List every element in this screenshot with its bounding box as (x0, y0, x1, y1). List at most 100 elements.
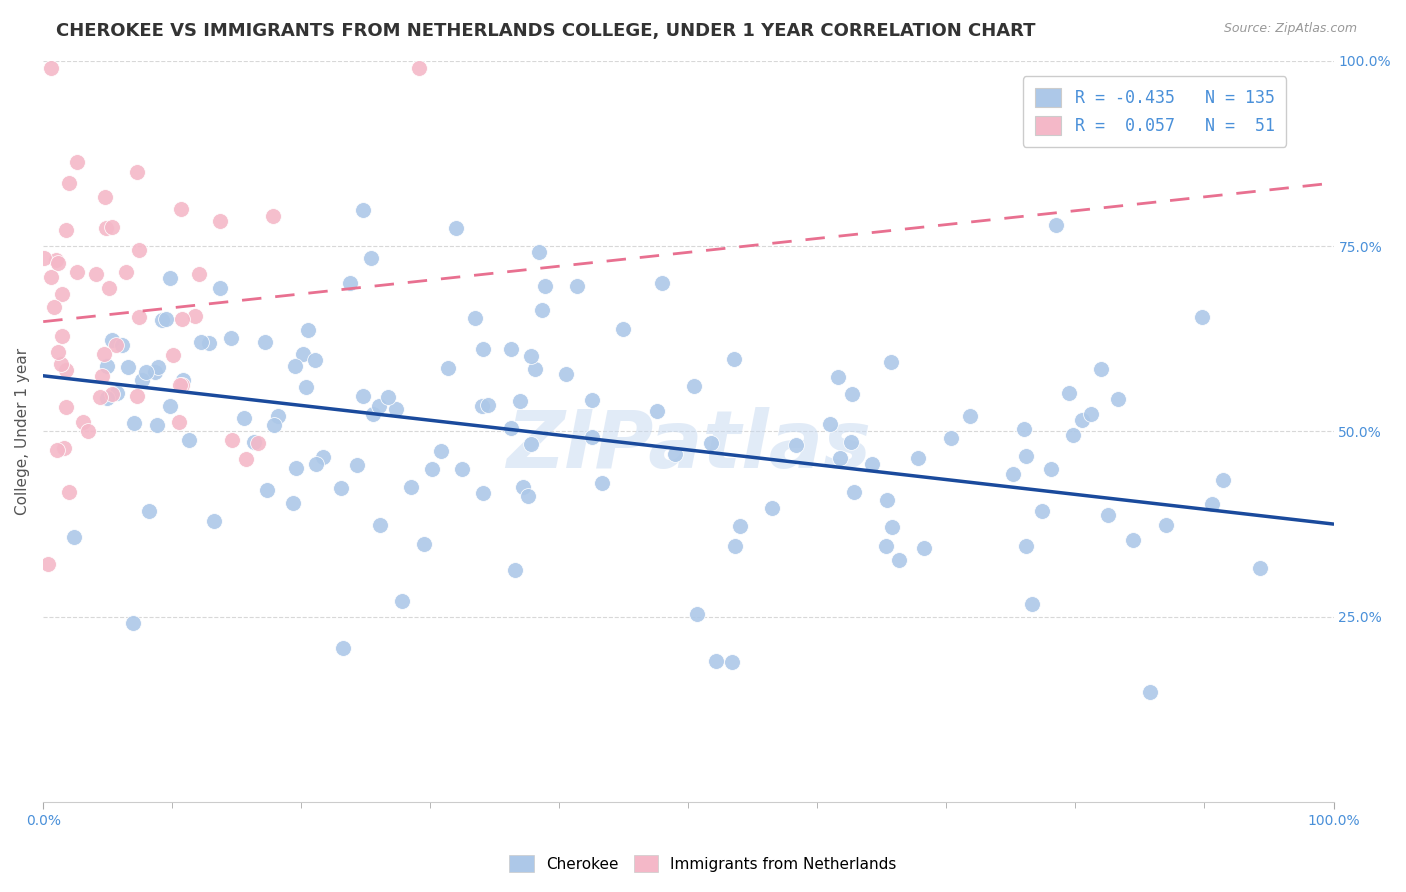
Point (281, 496, 304, 510)
Point (146, 359, 169, 374)
Point (94, 189, 117, 203)
Point (187, 267, 209, 281)
Point (127, 389, 149, 403)
Point (169, 377, 191, 392)
Point (37, 557, 59, 571)
Point (612, 322, 634, 336)
Point (527, 244, 550, 259)
Point (55, 401, 77, 415)
Point (263, 417, 285, 432)
Point (1212, 473, 1234, 487)
Point (179, 433, 201, 447)
Point (880, 355, 903, 369)
Point (128, 243, 150, 257)
Point (581, 430, 603, 444)
Point (135, 365, 157, 379)
Point (96, 221, 118, 235)
Point (101, 334, 124, 348)
Point (724, 539, 747, 553)
Point (198, 336, 221, 351)
Point (101, 219, 124, 234)
Point (844, 484, 866, 499)
Point (408, 61, 430, 75)
Point (155, 311, 177, 326)
Point (131, 373, 153, 387)
Point (472, 486, 495, 500)
Point (912, 541, 935, 556)
Point (368, 517, 391, 532)
Point (520, 437, 543, 451)
Point (159, 270, 181, 285)
Legend: Cherokee, Immigrants from Netherlands: Cherokee, Immigrants from Netherlands (502, 847, 904, 880)
Point (122, 616, 145, 631)
Point (51, 329, 73, 343)
Point (516, 489, 538, 503)
Point (907, 450, 929, 465)
Point (830, 450, 852, 465)
Point (721, 656, 744, 670)
Point (58, 176, 80, 190)
Point (664, 447, 686, 461)
Point (170, 202, 193, 217)
Point (58, 485, 80, 500)
Point (1015, 539, 1038, 553)
Point (235, 451, 257, 466)
Point (52, 441, 75, 455)
Point (1107, 392, 1129, 406)
Point (55, 362, 77, 376)
Point (534, 279, 557, 293)
Point (51, 287, 73, 301)
Point (682, 379, 704, 393)
Point (385, 402, 408, 417)
Point (219, 330, 242, 344)
Point (501, 421, 523, 435)
Point (1057, 386, 1080, 401)
Point (246, 435, 269, 450)
Point (876, 492, 898, 507)
Point (1201, 497, 1223, 511)
Point (330, 481, 353, 495)
Point (159, 400, 181, 414)
Point (66, 155, 89, 169)
Point (209, 214, 232, 228)
Point (875, 539, 897, 553)
Point (1191, 310, 1213, 325)
Point (138, 504, 160, 518)
Point (284, 359, 307, 373)
Point (1071, 413, 1094, 427)
Point (128, 310, 150, 325)
Point (93, 347, 115, 361)
Point (1249, 561, 1271, 575)
Point (471, 343, 494, 357)
Point (723, 351, 745, 366)
Point (827, 370, 849, 384)
Point (512, 480, 534, 494)
Point (1031, 503, 1053, 517)
Point (444, 220, 467, 235)
Point (96, 392, 118, 406)
Point (256, 483, 278, 497)
Point (1063, 427, 1085, 442)
Point (1012, 422, 1035, 436)
Point (104, 338, 127, 352)
Point (437, 360, 460, 375)
Point (363, 407, 385, 421)
Point (100, 386, 122, 401)
Point (761, 500, 783, 515)
Point (46, 443, 69, 458)
Point (89, 390, 111, 404)
Point (391, 594, 413, 608)
Point (839, 434, 862, 449)
Point (841, 386, 863, 401)
Point (503, 563, 526, 577)
Point (39, 61, 62, 75)
Point (686, 607, 709, 622)
Point (531, 303, 554, 318)
Point (1002, 467, 1025, 482)
Point (42, 300, 65, 314)
Point (262, 209, 284, 223)
Text: CHEROKEE VS IMMIGRANTS FROM NETHERLANDS COLLEGE, UNDER 1 YEAR CORRELATION CHART: CHEROKEE VS IMMIGRANTS FROM NETHERLANDS … (56, 22, 1036, 40)
Point (1090, 362, 1112, 376)
Point (785, 437, 807, 451)
Point (190, 334, 212, 349)
